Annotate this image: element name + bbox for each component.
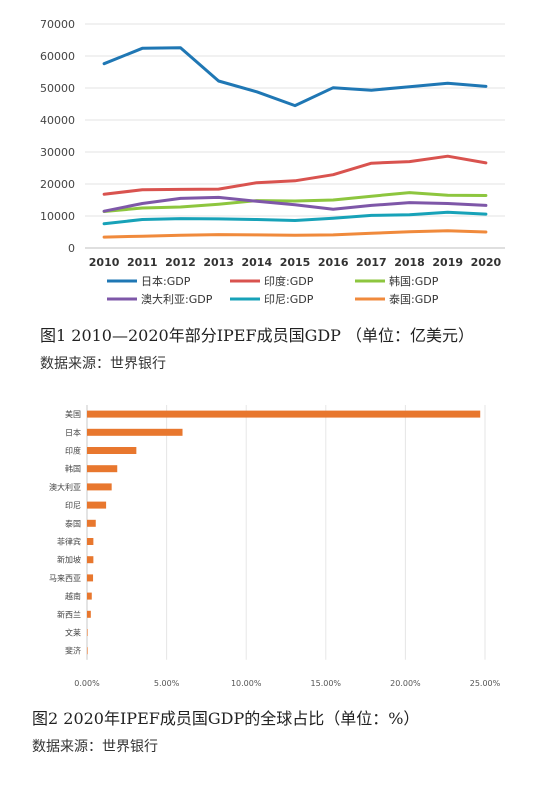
series-line xyxy=(102,210,488,226)
bar xyxy=(87,501,107,509)
bar xyxy=(87,483,112,491)
gdp-line-chart: 0 10000 20000 30000 40000 50000 60000 70000 2010… xyxy=(40,18,505,306)
bar xyxy=(87,592,92,600)
y-tick-label: 60000 xyxy=(40,50,75,63)
bar xyxy=(87,538,94,545)
figure2-caption: 图2 2020年IPEF成员国GDP的全球占比（单位：%） xyxy=(32,709,420,728)
legend-label: 印尼:GDP xyxy=(264,293,314,306)
gdp-share-bar-chart: 0.00% 5.00% 10.00% 15.00% 20.00% 25.00% 美国日本印度… xyxy=(49,405,501,688)
bar xyxy=(87,465,118,473)
x-tick-label: 10.00% xyxy=(231,679,262,688)
x-tick-label: 15.00% xyxy=(311,679,342,688)
category-label: 文莱 xyxy=(65,628,81,638)
category-label: 澳大利亚 xyxy=(49,482,81,492)
x-tick-label: 0.00% xyxy=(74,679,100,688)
y-tick-label: 20000 xyxy=(40,178,75,191)
bar xyxy=(87,629,88,636)
figure1-caption: 图1 2010—2020年部分IPEF成员国GDP （单位：亿美元） xyxy=(40,326,475,345)
category-label: 印度 xyxy=(65,446,81,456)
bar xyxy=(87,447,137,454)
series-line xyxy=(102,46,488,108)
series-line xyxy=(102,195,488,213)
category-label: 韩国 xyxy=(65,464,81,474)
bar xyxy=(87,647,88,655)
x-tick-label: 2019 xyxy=(432,256,463,269)
legend-label: 泰国:GDP xyxy=(389,292,439,306)
category-label: 斐济 xyxy=(65,646,81,656)
legend-label: 澳大利亚:GDP xyxy=(141,292,213,306)
y-tick-label: 30000 xyxy=(40,146,75,159)
bar xyxy=(87,428,183,436)
legend-label: 韩国:GDP xyxy=(389,274,439,288)
series-line xyxy=(102,191,488,213)
category-label: 新加坡 xyxy=(57,555,81,565)
bar xyxy=(87,410,481,418)
category-label: 越南 xyxy=(65,591,81,601)
x-tick-label: 2013 xyxy=(203,256,234,269)
category-label: 美国 xyxy=(65,409,81,419)
x-tick-label: 2010 xyxy=(89,256,120,269)
x-tick-label: 25.00% xyxy=(470,679,501,688)
bar xyxy=(87,556,94,564)
figure1-source: 数据来源：世界银行 xyxy=(40,356,166,372)
legend-label: 日本:GDP xyxy=(141,274,191,288)
series-line xyxy=(102,229,488,239)
y-tick-label: 50000 xyxy=(40,82,75,95)
x-tick-label: 5.00% xyxy=(154,679,180,688)
y-tick-label: 40000 xyxy=(40,114,75,127)
series-line xyxy=(102,154,488,196)
category-label: 泰国 xyxy=(65,518,81,528)
x-tick-label: 2011 xyxy=(127,256,158,269)
x-tick-label: 2017 xyxy=(356,256,387,269)
category-label: 日本 xyxy=(65,427,81,437)
x-tick-label: 2012 xyxy=(165,256,196,269)
bar xyxy=(87,574,94,582)
x-tick-label: 2016 xyxy=(318,256,349,269)
x-tick-label: 2020 xyxy=(471,256,502,269)
y-tick-label: 0 xyxy=(68,242,75,255)
category-label: 马来西亚 xyxy=(49,574,81,583)
figure2-source: 数据来源：世界银行 xyxy=(32,739,158,755)
category-label: 印尼 xyxy=(65,501,81,510)
y-tick-label: 70000 xyxy=(40,18,75,31)
x-tick-label: 2015 xyxy=(280,256,311,269)
legend-label: 印度:GDP xyxy=(264,274,314,288)
x-tick-label: 2014 xyxy=(242,256,273,269)
bar xyxy=(87,519,96,527)
x-tick-label: 20.00% xyxy=(390,679,421,688)
y-tick-label: 10000 xyxy=(40,210,75,223)
x-tick-label: 2018 xyxy=(394,256,425,269)
bar xyxy=(87,610,91,618)
category-label: 菲律宾 xyxy=(57,537,81,547)
category-label: 新西兰 xyxy=(57,609,81,619)
